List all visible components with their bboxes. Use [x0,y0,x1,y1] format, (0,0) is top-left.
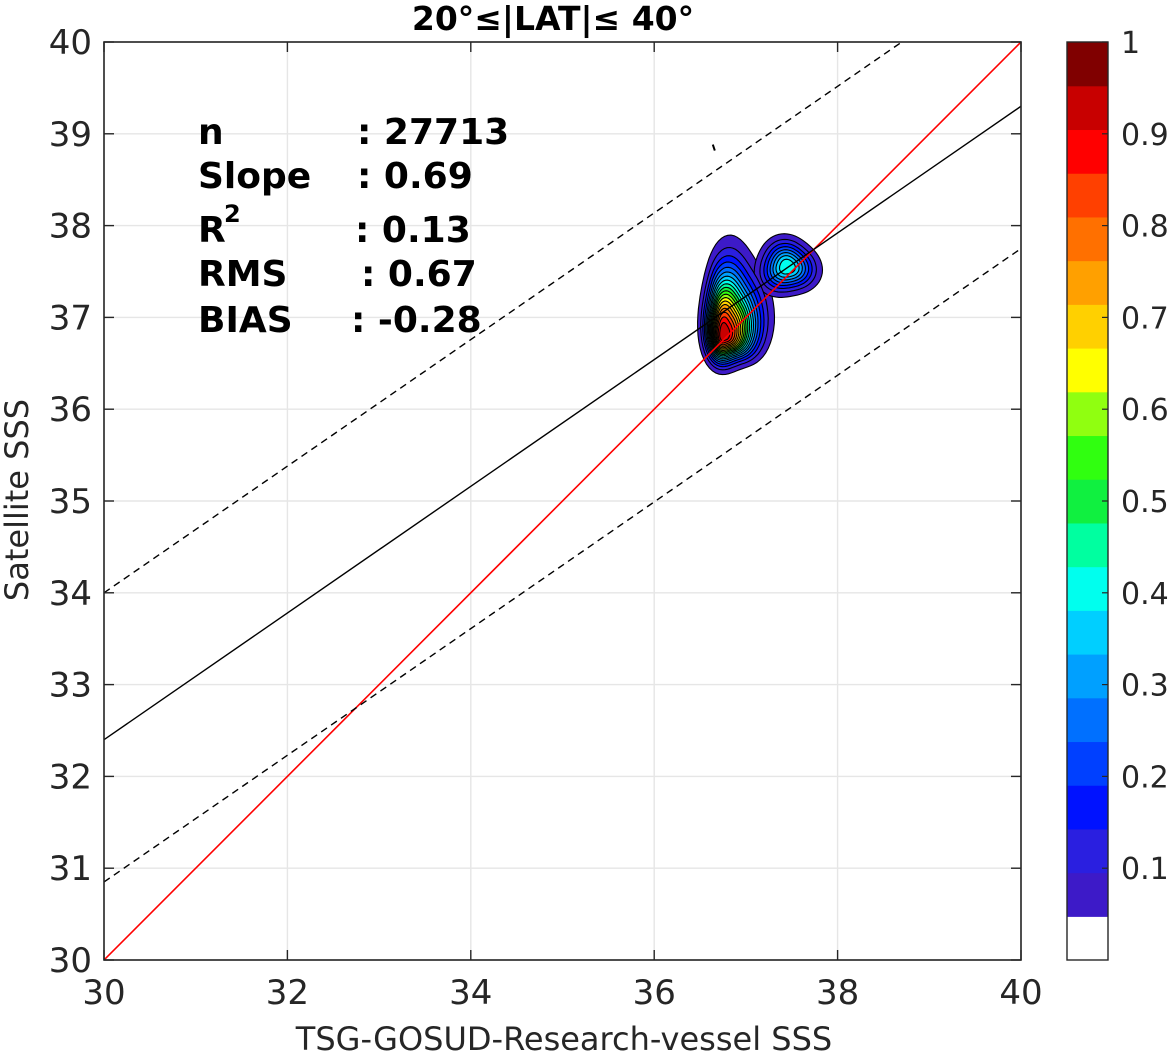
colorbar-segment [1067,916,1108,961]
colorbar-segment [1067,522,1108,568]
colorbar-segment [1067,654,1108,699]
colorbar-tick-label: 0.3 [1121,669,1169,704]
colorbar-segment [1067,872,1108,917]
colorbar-tick-label: 0.8 [1121,210,1169,245]
colorbar-segment [1067,435,1108,480]
reference-lines [104,42,1021,960]
colorbar-segment [1067,173,1108,218]
stat-bias-value: : -0.28 [351,300,482,341]
colorbar-segment [1067,391,1108,437]
stat-slope-label: Slope [198,156,311,197]
colorbar-segment [1067,260,1108,305]
y-tick-label: 40 [49,23,92,63]
x-tick-label: 30 [82,973,125,1013]
axis-ticks: 30 32 34 36 38 40 30 31 32 33 34 35 36 37 38 39 40 [49,23,1043,1013]
stat-n-value: : 27713 [357,112,509,153]
colorbar-segment [1067,828,1108,874]
colorbar-tick-label: 0.2 [1121,760,1169,795]
colorbar-segment [1067,216,1108,262]
colorbar-tick-label: 0.6 [1121,393,1169,428]
x-axis-title: TSG-GOSUD-Research-vessel SSS [295,1020,832,1055]
lower-bound-line [104,247,1021,883]
colorbar-tick-label: 0.4 [1121,577,1169,612]
colorbar-segment [1067,479,1108,524]
density-contours [697,144,824,376]
x-tick-label: 34 [449,973,492,1013]
colorbar-segment [1067,566,1108,611]
stat-r2-label: R [198,210,226,251]
stat-r2-sup: 2 [224,200,241,228]
x-tick-label: 36 [633,973,676,1013]
stats-box: n : 27713 Slope : 0.69 R 2 : 0.13 RMS : … [198,112,509,341]
colorbar-segment [1067,129,1108,174]
colorbar: 0.1 0.2 0.3 0.4 0.5 0.6 0.7 0.8 0.9 1 [1066,26,1169,961]
x-tick-label: 38 [816,973,859,1013]
colorbar-segment [1067,697,1108,743]
colorbar-tick-label: 0.9 [1121,118,1169,153]
x-tick-label: 32 [266,973,309,1013]
colorbar-tick-label: 0.1 [1121,852,1169,887]
y-tick-label: 38 [49,207,92,247]
y-tick-label: 39 [49,115,92,155]
chart-title: 20°≤|LAT|≤ 40° [412,0,694,38]
stat-r2-value: : 0.13 [355,210,471,251]
y-tick-label: 36 [49,390,92,430]
upper-bound-line [104,42,903,594]
identity-line [104,42,1021,960]
colorbar-tick-label: 0.7 [1121,301,1169,336]
stat-slope-value: : 0.69 [357,156,473,197]
y-tick-label: 35 [49,482,92,522]
colorbar-segment [1067,348,1108,393]
colorbar-segment [1067,610,1108,655]
colorbar-segment [1067,785,1108,830]
y-tick-label: 31 [49,849,92,889]
stray-mark [711,144,716,151]
colorbar-segment [1067,42,1108,87]
y-tick-label: 37 [49,298,92,338]
y-tick-label: 33 [49,666,92,706]
colorbar-segment [1067,85,1108,131]
y-tick-label: 30 [49,941,92,981]
colorbar-segment [1067,741,1108,786]
y-tick-label: 32 [49,757,92,797]
fit-line [104,105,1021,741]
stat-n-label: n [198,112,224,153]
y-tick-label: 34 [49,574,92,614]
colorbar-segment [1067,304,1108,349]
colorbar-tick-label: 0.5 [1121,485,1169,520]
y-axis-title: Satellite SSS [0,399,36,601]
stat-rms-label: RMS [198,254,287,295]
stat-bias-label: BIAS [198,300,293,341]
colorbar-tick-label: 1 [1121,26,1140,61]
stat-rms-value: : 0.67 [361,254,477,295]
x-tick-label: 40 [999,973,1042,1013]
